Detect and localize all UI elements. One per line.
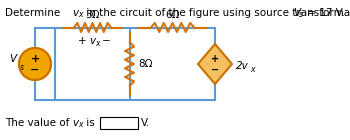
Text: v: v [72,118,78,128]
Text: is: is [83,118,95,128]
Text: 3Ω: 3Ω [85,10,100,20]
Text: V.: V. [141,118,150,128]
Text: The value of: The value of [5,118,73,128]
Text: = 17 V.: = 17 V. [304,8,345,18]
Text: x: x [78,120,83,129]
Circle shape [19,48,51,80]
Text: Determine: Determine [5,8,63,18]
Text: +: + [30,54,40,64]
Text: v: v [90,36,96,46]
Text: −: − [211,65,219,75]
Text: V: V [293,8,300,18]
Text: x: x [95,39,100,48]
Polygon shape [198,44,232,84]
FancyBboxPatch shape [100,117,138,129]
Text: 2v: 2v [236,61,249,71]
Text: −: − [30,65,40,75]
Text: 6Ω: 6Ω [165,10,180,20]
Text: v: v [72,8,78,18]
Text: s: s [20,63,24,72]
Text: +: + [78,36,87,46]
Text: 8Ω: 8Ω [138,59,153,69]
Text: s: s [299,10,303,19]
Text: in the circuit of the figure using source transformation. Take: in the circuit of the figure using sourc… [83,8,350,18]
Text: +: + [211,54,219,64]
Text: V: V [9,54,16,64]
Text: x: x [78,10,83,19]
Text: x: x [250,65,254,74]
Text: −: − [102,36,111,46]
